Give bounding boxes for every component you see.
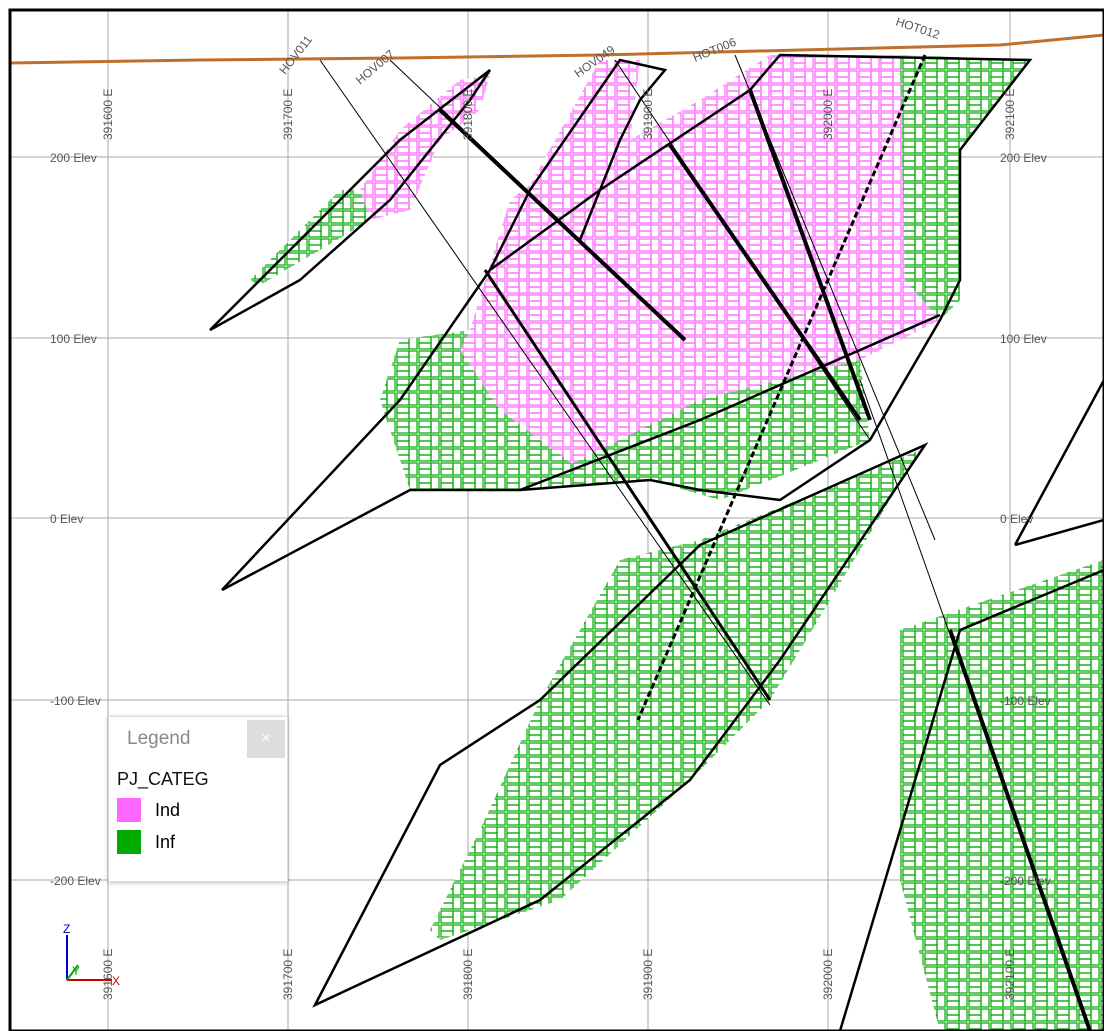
legend: Legend × PJ_CATEG Ind Inf — [108, 716, 288, 882]
topography — [9, 33, 1104, 65]
elevation-label: -200 Elev — [50, 874, 101, 888]
drillholes — [319, 54, 1092, 1031]
elevation-label: 100 Elev — [1000, 332, 1047, 346]
wireframes — [209, 53, 1104, 1031]
legend-item: Inf — [117, 830, 287, 854]
legend-field: PJ_CATEG — [117, 769, 209, 789]
elevation-label: 0 Elev — [1000, 512, 1033, 526]
axis-y: Y — [72, 964, 80, 978]
elevation-label: 200 Elev — [50, 151, 97, 165]
elevation-label: -200 Elev — [1000, 874, 1051, 888]
easting-label: 391900 E — [641, 949, 655, 1000]
legend-label: Inf — [155, 831, 176, 852]
frame — [8, 8, 1104, 1031]
legend-close[interactable]: × — [247, 720, 285, 758]
axis-triad: Z Y X — [63, 922, 120, 988]
easting-label: 391700 E — [281, 949, 295, 1000]
elevation-label: 200 Elev — [1000, 151, 1047, 165]
legend-title: Legend — [127, 728, 191, 749]
elevation-label: 100 Elev — [50, 332, 97, 346]
easting-label: 392000 E — [821, 89, 835, 140]
easting-label: 392100 E — [1003, 89, 1017, 140]
legend-swatch — [117, 798, 141, 822]
easting-label: 392000 E — [821, 949, 835, 1000]
easting-label: 391600 E — [101, 949, 115, 1000]
axis-z: Z — [63, 922, 70, 936]
easting-label: 391700 E — [281, 89, 295, 140]
easting-label: 391600 E — [101, 89, 115, 140]
elevation-label: 0 Elev — [50, 512, 83, 526]
blocks — [250, 55, 1104, 1031]
easting-label: 392100 E — [1003, 949, 1017, 1000]
legend-item: Ind — [117, 798, 287, 822]
legend-swatch — [117, 830, 141, 854]
legend-label: Ind — [155, 799, 181, 820]
elevation-label: -100 Elev — [50, 694, 101, 708]
easting-label: 391800 E — [461, 949, 475, 1000]
elevation-label: -100 Elev — [1000, 694, 1051, 708]
hole-label: HOV011 — [276, 32, 315, 76]
axis-x: X — [112, 974, 120, 988]
easting-label: 391900 E — [641, 89, 655, 140]
hole-label: HOT006 — [691, 35, 739, 65]
easting-label: 391800 E — [461, 89, 475, 140]
hole-label: HOV007 — [353, 47, 398, 88]
hole-label: HOT012 — [894, 15, 942, 42]
